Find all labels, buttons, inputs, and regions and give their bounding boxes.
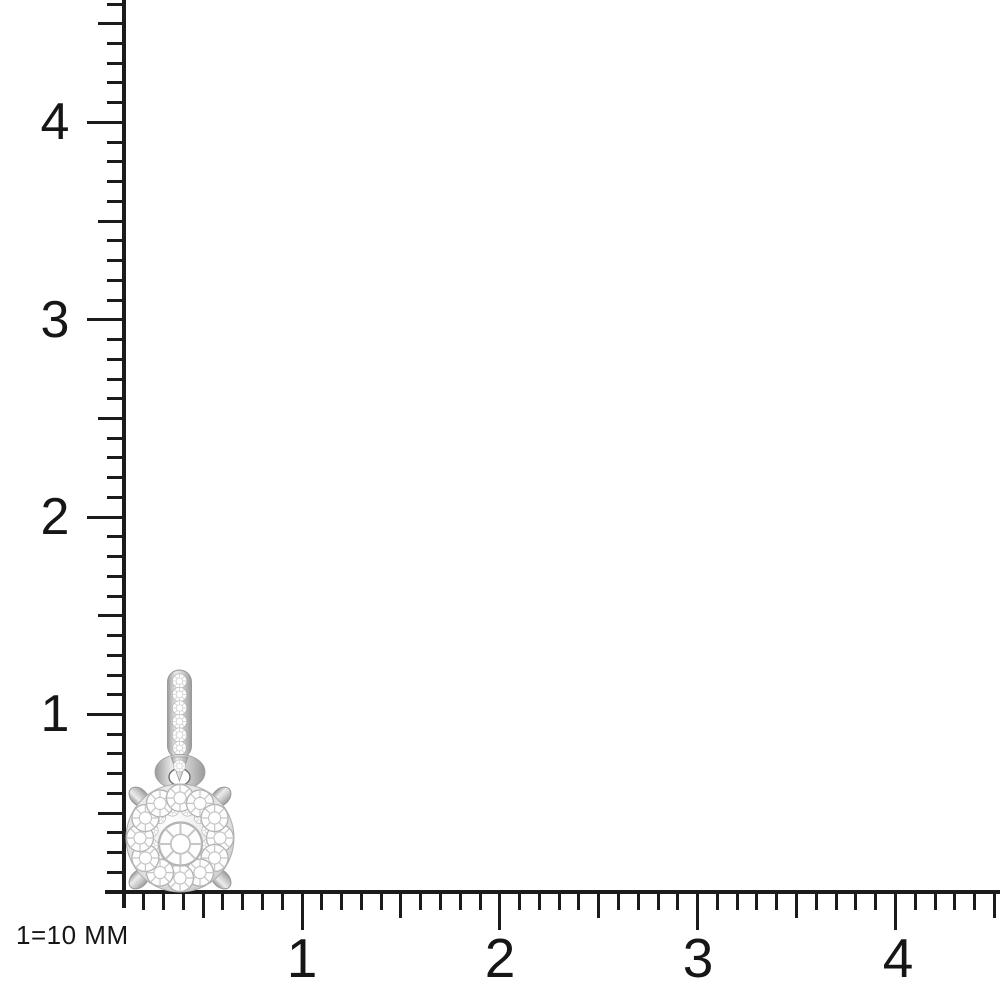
vertical-ruler-label-2: 2 [40, 488, 70, 546]
vertical-ruler-label-3: 3 [40, 291, 70, 349]
horizontal-ruler-tick [260, 891, 264, 910]
horizontal-ruler-tick [676, 891, 680, 910]
horizontal-ruler-tick [992, 891, 996, 918]
vertical-ruler-tick [86, 318, 126, 322]
horizontal-ruler-line [105, 890, 1000, 894]
horizontal-ruler-tick [597, 891, 601, 918]
horizontal-ruler-tick [913, 891, 917, 910]
vertical-ruler-label-4: 4 [40, 93, 70, 151]
pendant-bail [167, 669, 192, 759]
horizontal-ruler-tick [656, 891, 660, 910]
horizontal-ruler-tick [300, 891, 304, 930]
horizontal-ruler-tick [834, 891, 838, 910]
vertical-ruler-tick [86, 515, 126, 519]
horizontal-ruler-label-2: 2 [484, 927, 516, 989]
horizontal-ruler-tick [933, 891, 937, 910]
horizontal-ruler-tick [439, 891, 442, 910]
horizontal-ruler-tick [854, 891, 858, 910]
vertical-ruler-tick [86, 120, 126, 124]
horizontal-ruler-label-3: 3 [682, 927, 714, 989]
horizontal-ruler-tick [715, 891, 719, 910]
horizontal-ruler-tick [419, 891, 423, 910]
vertical-ruler-line [122, 0, 126, 908]
horizontal-ruler-tick [735, 891, 739, 910]
horizontal-ruler-tick [795, 891, 798, 918]
horizontal-ruler-tick [636, 891, 640, 910]
horizontal-ruler-tick [537, 891, 541, 910]
horizontal-ruler-tick [478, 891, 482, 910]
horizontal-ruler-label-1: 1 [286, 927, 318, 989]
horizontal-ruler-tick [379, 891, 383, 910]
horizontal-ruler-tick [874, 891, 878, 910]
horizontal-ruler-tick [814, 891, 818, 910]
horizontal-ruler-tick [557, 891, 561, 910]
cluster-center-diamond [157, 821, 204, 867]
horizontal-ruler-tick [953, 891, 957, 910]
horizontal-ruler-tick [201, 891, 205, 918]
horizontal-ruler-tick [775, 891, 779, 910]
horizontal-ruler-label-4: 4 [882, 927, 914, 989]
horizontal-ruler-tick [696, 891, 700, 930]
horizontal-ruler-tick [973, 891, 976, 910]
horizontal-ruler-tick [518, 891, 522, 910]
horizontal-ruler-tick [617, 891, 620, 910]
horizontal-ruler-tick [399, 891, 403, 918]
horizontal-ruler-tick [755, 891, 759, 910]
horizontal-ruler-tick [458, 891, 462, 910]
vertical-ruler-label-1: 1 [40, 685, 70, 743]
horizontal-ruler-tick [280, 891, 284, 910]
bail-tip-diamond [173, 759, 186, 773]
pendant-photo [125, 669, 235, 893]
pendant-cluster [125, 783, 235, 893]
horizontal-ruler-tick [340, 891, 344, 910]
horizontal-ruler-tick [320, 891, 324, 910]
horizontal-ruler-tick [498, 891, 502, 930]
scale-note: 1=10 MM [16, 920, 129, 950]
horizontal-ruler-tick [577, 891, 581, 910]
horizontal-ruler-tick [359, 891, 363, 910]
horizontal-ruler-tick [893, 891, 897, 930]
